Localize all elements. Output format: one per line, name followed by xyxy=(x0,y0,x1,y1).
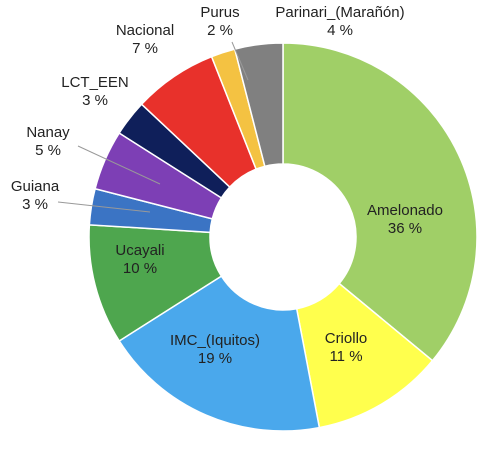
slice-label: Ucayali xyxy=(115,242,164,259)
slice-label: IMC_(Iquitos) xyxy=(170,332,260,349)
slice-label: Parinari_(Marañón) xyxy=(275,4,404,21)
value-label: 3 % xyxy=(22,196,48,213)
value-label: 11 % xyxy=(329,348,362,365)
slice-label: Criollo xyxy=(325,330,368,347)
slice-label: Guiana xyxy=(11,178,60,195)
value-label: 7 % xyxy=(132,40,158,57)
value-label: 5 % xyxy=(35,142,61,159)
leader-line xyxy=(57,201,151,213)
leader-line xyxy=(77,145,161,185)
value-label: 36 % xyxy=(388,220,422,237)
slice xyxy=(233,42,284,168)
leader-line xyxy=(231,41,249,81)
value-label: 2 % xyxy=(207,22,233,39)
slice-label: Purus xyxy=(200,4,239,21)
slice-label: LCT_EEN xyxy=(61,74,129,91)
slice-label: Nacional xyxy=(116,22,174,39)
value-label: 4 % xyxy=(327,22,353,39)
value-label: 3 % xyxy=(82,92,108,109)
value-label: 19 % xyxy=(198,350,232,367)
slice xyxy=(282,42,478,362)
slice-label: Amelonado xyxy=(367,202,443,219)
value-label: 10 % xyxy=(123,260,157,277)
slice-label: Nanay xyxy=(26,124,70,141)
slice xyxy=(118,275,321,432)
